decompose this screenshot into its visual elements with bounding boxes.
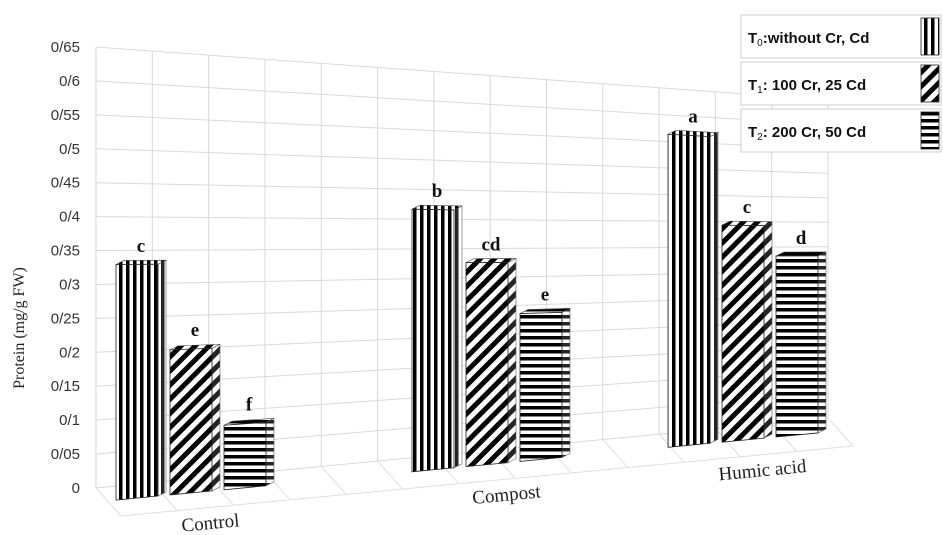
legend-label: T2: 200 Cr, 50 Cd — [748, 124, 866, 143]
floor-line — [320, 466, 347, 495]
bar-side — [453, 205, 463, 469]
legend: T0:without Cr, Cd T1: 100 Cr, 25 Cd T2: 20… — [740, 14, 942, 153]
floor-line — [377, 460, 403, 490]
y-tick-label: 0/15 — [51, 378, 80, 395]
y-tick-label: 0/65 — [51, 39, 80, 56]
category-label: Humic acid — [718, 456, 808, 485]
category-labels: Control Compost Humic acid — [181, 456, 808, 535]
data-label: a — [688, 106, 698, 127]
bar-side — [763, 221, 773, 439]
data-label: d — [796, 228, 807, 249]
legend-item — [740, 61, 942, 106]
floor-line — [827, 417, 854, 447]
data-label: c — [137, 236, 145, 257]
data-label: cd — [482, 234, 501, 255]
bar — [223, 421, 267, 491]
y-tick-label: 0/3 — [59, 276, 80, 293]
y-tick-label: 0/55 — [51, 107, 80, 124]
legend-label: T1: 100 Cr, 25 Cd — [748, 77, 866, 96]
bar-side — [561, 307, 571, 458]
bar-side — [211, 343, 221, 492]
bar-side — [507, 257, 517, 464]
y-tick-label: 0/2 — [59, 344, 80, 361]
bars — [115, 129, 827, 501]
gridline-h — [95, 46, 829, 101]
bar — [775, 255, 819, 438]
gridline-h — [95, 80, 829, 125]
y-tick-label: 0/1 — [59, 412, 80, 429]
bar-top — [775, 251, 827, 257]
legend-item — [740, 108, 942, 153]
y-tick-label: 0/45 — [51, 175, 80, 192]
data-label: f — [246, 394, 253, 415]
y-tick-label: 0 — [72, 480, 80, 497]
legend-swatch — [920, 111, 940, 150]
y-axis-label: Protein (mg/g FW) — [11, 267, 28, 389]
floor-line — [602, 439, 629, 468]
y-axis-ticks: 0 0/05 0/1 0/15 0/2 0/25 0/3 0/35 0/4 0/45 0/5 0/55… — [51, 39, 80, 497]
bar — [519, 311, 563, 462]
bar — [721, 224, 765, 443]
bar-side — [157, 259, 167, 497]
bar — [115, 263, 159, 501]
bar-side — [817, 251, 827, 434]
bar — [169, 347, 213, 496]
y-tick-label: 0/5 — [59, 141, 80, 158]
y-tick-label: 0/25 — [51, 310, 80, 327]
legend-swatch — [920, 17, 940, 56]
floor-line — [95, 487, 122, 517]
category-label: Compost — [471, 481, 542, 509]
data-label: c — [743, 197, 751, 218]
y-tick-label: 0/05 — [51, 446, 80, 463]
category-label: Control — [181, 510, 241, 535]
legend-label: T0:without Cr, Cd — [748, 30, 869, 49]
y-tick-label: 0/6 — [59, 73, 80, 90]
data-label: e — [541, 284, 549, 305]
bar-side — [709, 132, 719, 444]
floor-edge — [120, 445, 854, 517]
bar — [411, 208, 455, 473]
bar-side — [265, 417, 275, 487]
data-label: e — [191, 320, 199, 341]
bar-top — [465, 258, 517, 263]
bar — [465, 262, 509, 468]
gridlines — [95, 46, 854, 517]
floor-line — [715, 428, 741, 458]
legend-item — [740, 14, 942, 59]
y-tick-label: 0/35 — [51, 243, 80, 260]
floor-line — [658, 433, 685, 463]
data-label: b — [432, 181, 443, 202]
bar-top — [115, 259, 167, 265]
y-tick-label: 0/4 — [59, 209, 80, 226]
bar — [667, 133, 711, 448]
legend-swatch — [920, 64, 940, 103]
